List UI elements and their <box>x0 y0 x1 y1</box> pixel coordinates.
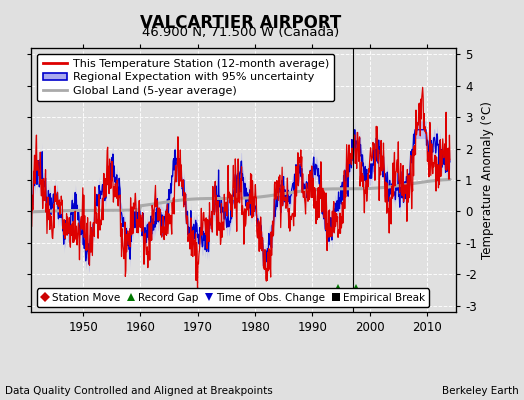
Text: Data Quality Controlled and Aligned at Breakpoints: Data Quality Controlled and Aligned at B… <box>5 386 273 396</box>
Y-axis label: Temperature Anomaly (°C): Temperature Anomaly (°C) <box>481 101 494 259</box>
Legend: Station Move, Record Gap, Time of Obs. Change, Empirical Break: Station Move, Record Gap, Time of Obs. C… <box>37 288 429 307</box>
Text: 46.900 N, 71.500 W (Canada): 46.900 N, 71.500 W (Canada) <box>143 26 340 39</box>
Text: Berkeley Earth: Berkeley Earth <box>442 386 519 396</box>
Text: VALCARTIER AIRPORT: VALCARTIER AIRPORT <box>140 14 342 32</box>
